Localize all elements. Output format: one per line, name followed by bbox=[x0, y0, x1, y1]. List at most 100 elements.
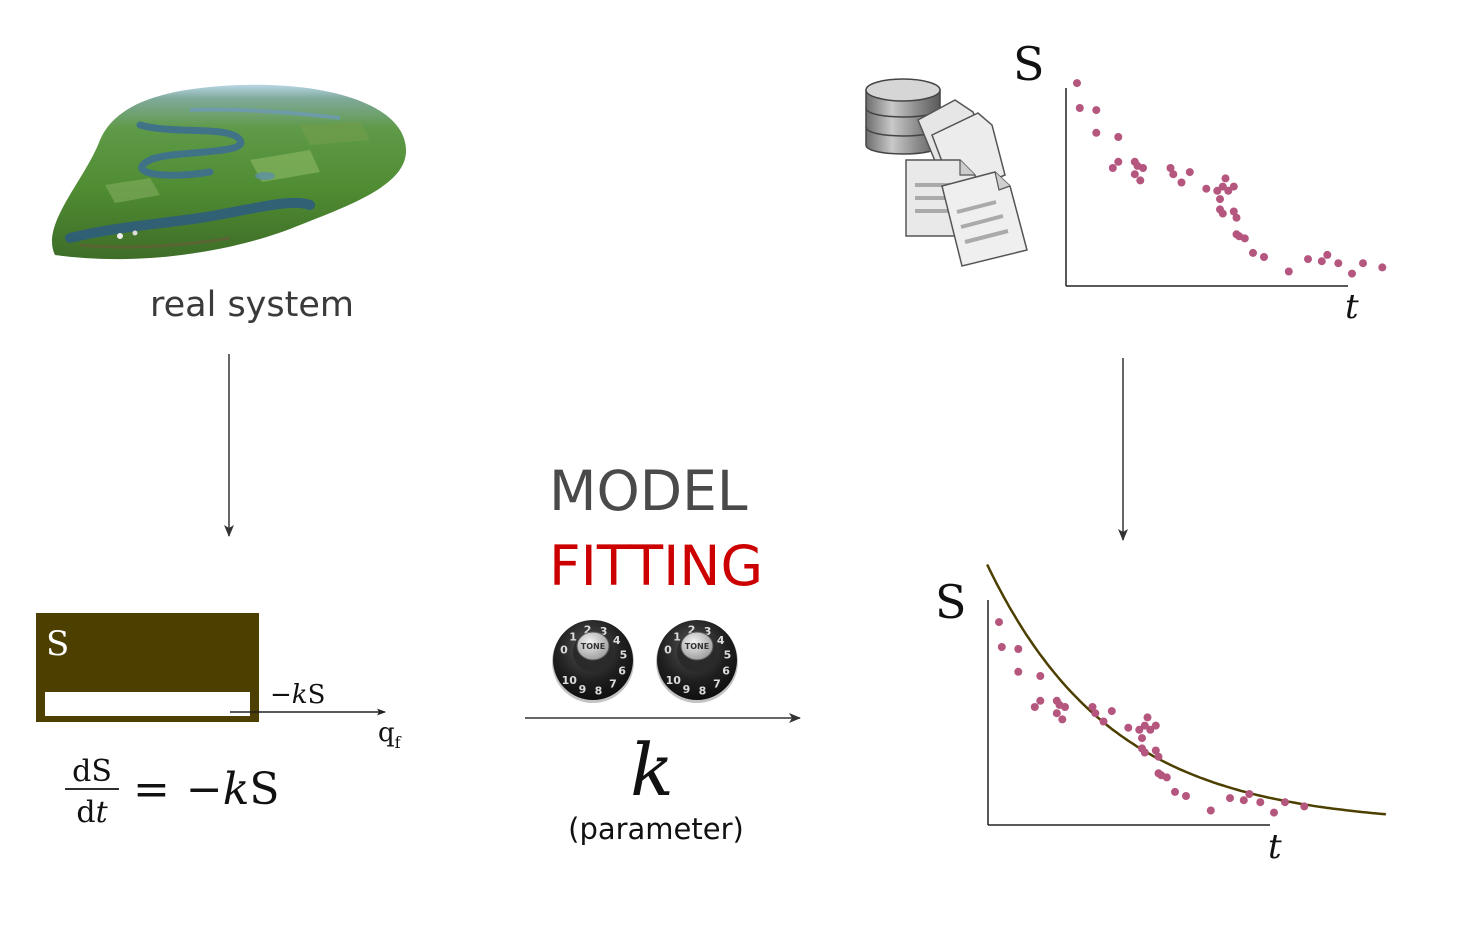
data-point bbox=[1154, 752, 1163, 761]
knob-number: 3 bbox=[704, 625, 712, 638]
data-point bbox=[1239, 796, 1248, 805]
equation-rhs: = −kS bbox=[133, 764, 280, 815]
data-point bbox=[1151, 746, 1160, 755]
knob-number: 9 bbox=[683, 683, 691, 696]
data-point bbox=[1088, 703, 1097, 711]
data-point bbox=[1052, 709, 1061, 718]
data-point bbox=[1130, 170, 1139, 179]
data-point bbox=[1249, 248, 1257, 257]
data-point bbox=[1260, 253, 1268, 261]
model-label: MODEL bbox=[549, 459, 748, 523]
data-point bbox=[1092, 106, 1101, 115]
data-point bbox=[1014, 667, 1023, 676]
data-point bbox=[1133, 161, 1142, 170]
knob-number: 1 bbox=[569, 630, 577, 643]
knob-label: TONE bbox=[581, 642, 605, 651]
data-point bbox=[1270, 808, 1278, 817]
knob-number: 10 bbox=[562, 674, 578, 687]
knob-number: 9 bbox=[579, 683, 587, 696]
data-point bbox=[1240, 234, 1249, 243]
knob-number: 6 bbox=[722, 665, 730, 678]
knob-number: 0 bbox=[560, 643, 568, 656]
data-point bbox=[1232, 213, 1241, 222]
data-point bbox=[1108, 164, 1117, 172]
data-point bbox=[1091, 709, 1100, 718]
landscape-image bbox=[51, 84, 407, 260]
data-point bbox=[1036, 672, 1045, 680]
data-point bbox=[1138, 734, 1146, 743]
x-axis-label: t bbox=[1345, 287, 1359, 327]
data-point bbox=[1162, 773, 1171, 782]
data-point bbox=[1378, 263, 1387, 272]
knob-number: 0 bbox=[664, 643, 672, 656]
data-point bbox=[1114, 157, 1123, 166]
data-point bbox=[997, 643, 1006, 651]
parameter-caption: (parameter) bbox=[568, 812, 744, 846]
data-point bbox=[1169, 170, 1178, 179]
knob-number: 7 bbox=[609, 678, 617, 691]
knob-number: 2 bbox=[584, 624, 592, 637]
real-system-label: real system bbox=[150, 285, 354, 325]
knob-number: 2 bbox=[688, 624, 696, 637]
data-point bbox=[1317, 257, 1326, 266]
document-icon bbox=[941, 171, 1028, 267]
knob-number: 3 bbox=[600, 625, 608, 638]
data-point bbox=[1284, 267, 1293, 276]
flow-label: −kS bbox=[270, 680, 325, 710]
data-point bbox=[1124, 723, 1133, 732]
equation-denominator: dt bbox=[76, 795, 108, 830]
knob-number: 8 bbox=[699, 685, 707, 698]
data-point bbox=[1099, 717, 1108, 726]
data-point bbox=[1171, 787, 1179, 796]
y-axis-label: S bbox=[935, 575, 967, 629]
data-point bbox=[1359, 259, 1367, 268]
knob-number: 4 bbox=[717, 634, 725, 647]
knob-number: 8 bbox=[595, 685, 603, 698]
data-point bbox=[1256, 798, 1265, 807]
data-point bbox=[1245, 790, 1254, 798]
data-point bbox=[1304, 255, 1312, 264]
y-axis-label: S bbox=[1013, 37, 1045, 91]
data-point bbox=[1143, 713, 1152, 722]
data-point bbox=[1206, 806, 1215, 815]
data-point bbox=[1114, 133, 1123, 141]
knob-label: TONE bbox=[685, 642, 709, 651]
fitting-label: FITTING bbox=[549, 534, 763, 598]
knob-number: 5 bbox=[724, 649, 732, 662]
data-point bbox=[1216, 195, 1224, 204]
x-axis-label: t bbox=[1268, 827, 1282, 867]
data-point bbox=[1014, 645, 1023, 653]
data-point bbox=[1136, 176, 1145, 185]
knob-number: 10 bbox=[666, 674, 682, 687]
data-point bbox=[1218, 209, 1227, 218]
data-point bbox=[1300, 802, 1309, 811]
data-point bbox=[1166, 164, 1175, 172]
data-point bbox=[1226, 794, 1234, 803]
observed-data-chart: S t bbox=[1013, 37, 1387, 327]
data-point bbox=[1075, 104, 1084, 112]
state-label: S bbox=[46, 624, 69, 664]
data-point bbox=[1202, 184, 1211, 193]
data-point bbox=[1281, 798, 1289, 807]
data-point bbox=[995, 618, 1003, 627]
data-point bbox=[1323, 250, 1332, 259]
data-point bbox=[1058, 715, 1067, 724]
equation-numerator: dS bbox=[72, 754, 112, 789]
data-point bbox=[1213, 186, 1222, 195]
data-point bbox=[1185, 168, 1194, 177]
bucket-model: S bbox=[36, 613, 259, 722]
data-point bbox=[1073, 79, 1081, 88]
bucket-outlet bbox=[45, 692, 250, 716]
data-point bbox=[1182, 792, 1190, 800]
data-point bbox=[1334, 259, 1343, 268]
data-point bbox=[1140, 721, 1149, 730]
data-point bbox=[1229, 182, 1238, 191]
data-point bbox=[1055, 700, 1064, 709]
data-point bbox=[1135, 725, 1144, 734]
data-point bbox=[1218, 182, 1227, 191]
data-point bbox=[1151, 721, 1160, 730]
data-point bbox=[1036, 696, 1045, 705]
